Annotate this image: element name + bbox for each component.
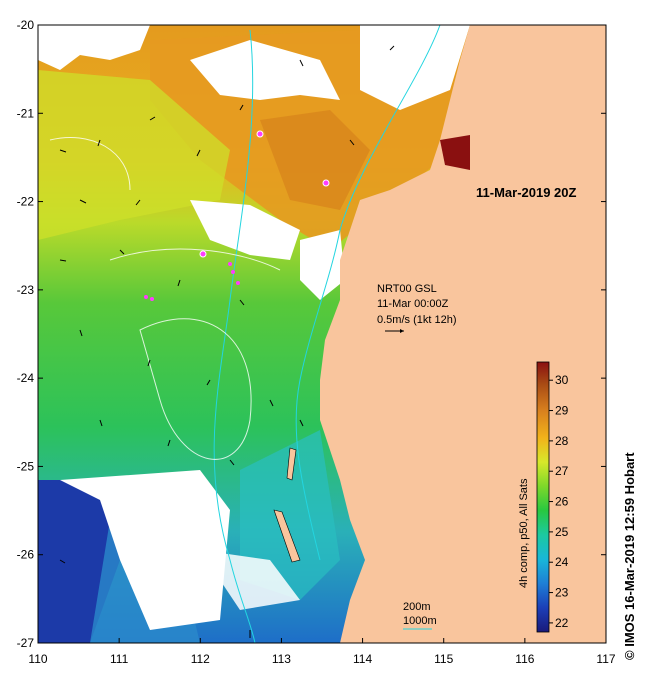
current-source-label: NRT00 GSL (377, 283, 437, 295)
hot-land-patch (440, 135, 470, 170)
current-scale-arrow (385, 329, 404, 333)
current-time-label: 11-Mar 00:00Z (377, 298, 449, 310)
y-tick-label: -27 (17, 636, 35, 650)
x-tick-label: 117 (596, 652, 615, 666)
x-tick-label: 113 (272, 652, 291, 666)
colorbar-tick-label: 28 (555, 434, 569, 448)
colorbar-tick-label: 27 (555, 464, 569, 478)
x-tick-label: 114 (353, 652, 372, 666)
magenta-float-marker (199, 250, 207, 258)
white-contour (139, 318, 252, 460)
yellow-band (38, 70, 230, 240)
credit-text: IMOS 16-Mar-2019 12:59 Hobart (622, 452, 637, 647)
colorbar-ticks: 22 23 24 25 26 27 28 29 30 (549, 373, 569, 630)
cloud-patch (38, 25, 150, 70)
magenta-float-marker (231, 270, 235, 274)
x-tick-label: 116 (515, 652, 534, 666)
colorbar (536, 361, 550, 633)
colorbar-tick-label: 24 (555, 555, 569, 569)
magenta-float-marker (256, 130, 264, 138)
cloud-patch (190, 40, 340, 100)
island (273, 509, 301, 563)
magenta-float-marker (322, 179, 330, 187)
plot-area (38, 25, 606, 643)
colorbar-label: 4h comp, p50, All Sats (518, 478, 530, 588)
float-markers (144, 130, 330, 301)
y-tick-label: -25 (17, 459, 35, 473)
contour-200m-label: 200m (403, 601, 431, 613)
contour-1000m-line (213, 29, 256, 643)
y-axis: -20 -21 -22 -23 -24 -25 -26 -27 (17, 18, 606, 650)
cloud-patch (60, 470, 230, 630)
colorbar-tick-label: 30 (555, 373, 569, 387)
y-tick-label: -22 (17, 195, 35, 209)
magenta-float-marker (228, 262, 232, 266)
magenta-float-marker (144, 295, 148, 299)
x-tick-label: 111 (110, 652, 129, 666)
copyright-icon: © (622, 650, 637, 660)
x-tick-label: 112 (191, 652, 210, 666)
x-axis: 110 111 112 113 114 115 116 117 (28, 638, 616, 666)
white-contour (49, 136, 131, 191)
cloud-patch (300, 230, 345, 300)
plot-frame (37, 24, 607, 644)
credit-line: © IMOS 16-Mar-2019 12:59 Hobart (622, 452, 637, 660)
contour-200m-line (295, 25, 441, 561)
contour-1000m-label: 1000m (403, 615, 437, 627)
colorbar-tick-label: 26 (555, 495, 569, 509)
land-mass (320, 25, 606, 643)
colorbar-tick-label: 23 (555, 586, 569, 600)
x-tick-label: 110 (28, 652, 47, 666)
coastal-cyan-region (240, 430, 340, 600)
magenta-float-marker (236, 281, 240, 285)
cloud-patch (360, 25, 470, 110)
warm-core-region (260, 110, 370, 210)
magenta-float-marker (150, 297, 154, 301)
cloud-patch (190, 200, 300, 260)
colorbar-tick-label: 29 (555, 404, 569, 418)
map-title: 11-Mar-2019 20Z (476, 185, 577, 200)
colorbar-tick-label: 22 (555, 616, 569, 630)
cloud-patch (200, 550, 300, 610)
current-scale-label: 0.5m/s (1kt 12h) (377, 314, 456, 326)
current-vectors (59, 45, 395, 638)
y-tick-label: -21 (17, 106, 35, 120)
island (286, 447, 297, 481)
white-contour (109, 248, 281, 271)
y-tick-label: -20 (17, 18, 35, 32)
colorbar-tick-label: 25 (555, 525, 569, 539)
y-tick-label: -23 (17, 283, 35, 297)
y-tick-label: -24 (17, 371, 35, 385)
y-tick-label: -26 (17, 548, 35, 562)
x-tick-label: 115 (434, 652, 453, 666)
